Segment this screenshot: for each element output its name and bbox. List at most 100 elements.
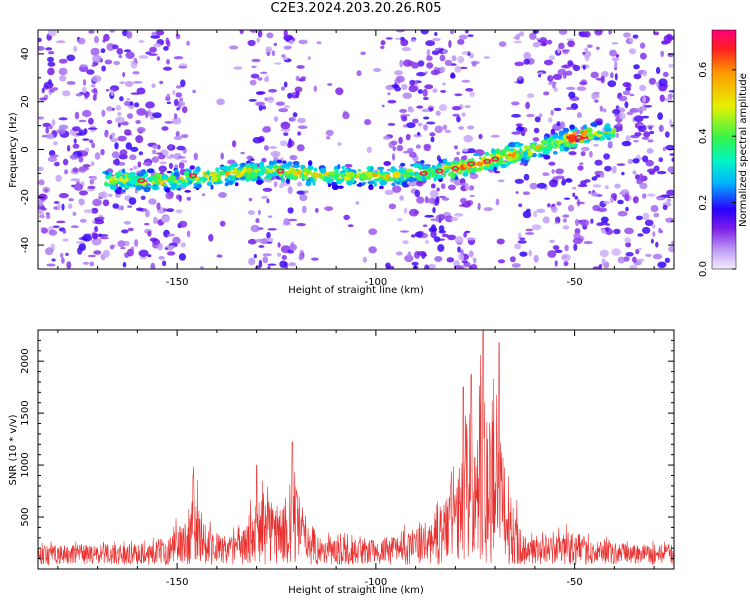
spectrogram-cell: [283, 81, 288, 88]
spectrogram-cell: [412, 118, 419, 124]
spectrogram-cell: [523, 159, 529, 164]
spectrogram-cell: [249, 79, 257, 86]
spectrogram-cell: [265, 75, 269, 83]
spectrogram-cell: [147, 109, 151, 115]
spectrogram-cell: [563, 218, 567, 223]
spectrogram-cell: [551, 169, 555, 174]
spectrogram-cell: [149, 237, 158, 242]
spectrogram-peak-core: [453, 167, 458, 170]
spectrogram-cell: [158, 165, 167, 173]
spectrogram-cell: [289, 39, 294, 45]
spectrogram-cell: [467, 125, 475, 130]
spectrogram-cell: [258, 259, 263, 268]
spectrogram-cell: [594, 159, 603, 166]
snr-ytick-label: 2000: [20, 348, 31, 373]
spectrogram-cell: [554, 221, 559, 225]
spectrogram-cell: [590, 71, 599, 79]
spectrogram-cell: [514, 243, 522, 250]
spectrogram-cell: [219, 220, 226, 227]
spectrogram-cell: [165, 37, 170, 45]
spectrogram-cell: [109, 137, 118, 143]
spectrogram-cell: [173, 113, 178, 120]
spectrogram-cell: [576, 86, 587, 91]
spectrogram-cell: [593, 144, 599, 147]
spectrogram-cell: [385, 262, 391, 269]
spectrogram-cell: [112, 203, 119, 209]
spectrogram-cell: [417, 122, 423, 127]
spectrogram-cell: [425, 40, 435, 47]
spectrogram-cell: [287, 92, 293, 99]
spectrogram-cell: [45, 126, 49, 134]
spectrogram-cell: [526, 93, 535, 99]
spectrogram-cell: [134, 239, 139, 247]
spectrogram-cell: [657, 261, 667, 269]
spectrogram-cell: [147, 254, 152, 258]
spectrogram-cell: [497, 159, 503, 165]
spectrogram-cell: [540, 42, 547, 47]
spectrogram-cell: [557, 68, 567, 76]
spectrogram-cell: [439, 54, 446, 62]
spectrogram-cell: [155, 30, 165, 36]
spectrogram-cell: [533, 254, 539, 263]
spectrogram-cell: [225, 170, 230, 177]
spectrogram-cell: [152, 112, 162, 119]
spectrogram-cell: [477, 202, 481, 211]
spectrogram-cell: [403, 150, 411, 154]
spectrogram-cell: [388, 203, 397, 210]
spectrogram-cell: [514, 150, 520, 154]
spectrogram-cell: [204, 174, 210, 178]
spectrogram-xtick-label: -100: [365, 277, 388, 288]
spectrogram-cell: [104, 181, 109, 187]
spectrogram-cell: [670, 240, 674, 245]
spectrogram-cell: [561, 49, 570, 53]
spectrogram-cell: [377, 166, 385, 170]
spectrogram-cell: [442, 124, 448, 130]
spectrogram-cell: [578, 31, 584, 35]
spectrogram-cell: [533, 127, 540, 134]
spectrogram-cell: [618, 257, 625, 264]
spectrogram-cell: [177, 187, 181, 191]
spectrogram-cell: [417, 251, 427, 256]
spectrogram-cell: [403, 207, 408, 214]
spectrogram-cell: [117, 111, 122, 117]
spectrogram-cell: [361, 174, 368, 180]
spectrogram-cell: [463, 155, 468, 161]
spectrogram-cell: [47, 67, 55, 76]
spectrogram-cell: [209, 172, 218, 176]
spectrogram-cell: [553, 150, 558, 155]
spectrogram-cell: [452, 113, 460, 117]
spectrogram-cell: [240, 151, 245, 155]
spectrogram-cell: [434, 125, 443, 134]
spectrogram-cell: [536, 182, 547, 189]
spectrogram-cell: [526, 150, 533, 157]
spectrogram-peak-core: [576, 136, 581, 139]
spectrogram-cell: [283, 218, 291, 225]
spectrogram-cell: [173, 56, 184, 60]
spectrogram-cell: [266, 231, 271, 239]
spectrogram-cell: [664, 131, 670, 138]
spectrogram-cell: [635, 248, 640, 255]
spectrogram-cell: [424, 196, 429, 204]
spectrogram-cell: [297, 169, 302, 175]
spectrogram-cell: [161, 174, 169, 180]
spectrogram-cell: [625, 206, 629, 212]
spectrogram-cell: [506, 161, 511, 167]
spectrogram-cell: [483, 207, 493, 212]
spectrogram-cell: [402, 92, 412, 99]
spectrogram-cell: [512, 159, 518, 163]
spectrogram-cell: [522, 151, 529, 156]
spectrogram-cell: [316, 175, 325, 179]
spectrogram-cell: [183, 170, 190, 177]
snr-xtick-label: -50: [566, 577, 582, 588]
spectrogram-cell: [91, 142, 96, 149]
spectrogram-cell: [653, 212, 660, 218]
spectrogram-cell: [641, 136, 650, 140]
spectrogram-cell: [579, 81, 588, 86]
spectrogram-cell: [442, 197, 450, 201]
spectrogram-cell: [136, 108, 147, 116]
spectrogram-cell: [599, 249, 609, 258]
spectrogram-cell: [532, 41, 541, 48]
spectrogram-cell: [48, 51, 55, 55]
spectrogram-cell: [247, 39, 256, 47]
spectrogram-cell: [496, 238, 505, 245]
